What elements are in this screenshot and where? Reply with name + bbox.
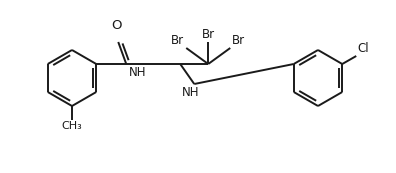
Text: Br: Br xyxy=(171,34,184,47)
Text: Br: Br xyxy=(202,28,215,41)
Text: Cl: Cl xyxy=(357,42,369,55)
Text: O: O xyxy=(111,19,122,32)
Text: NH: NH xyxy=(128,66,146,79)
Text: NH: NH xyxy=(181,86,199,99)
Text: Br: Br xyxy=(232,34,246,47)
Text: CH₃: CH₃ xyxy=(62,121,82,131)
